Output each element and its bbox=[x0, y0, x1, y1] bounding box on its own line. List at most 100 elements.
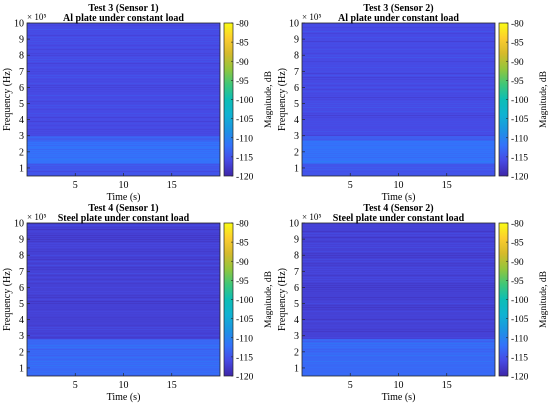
y-tick-label: 3 bbox=[19, 331, 24, 342]
heatmap-texture bbox=[302, 23, 495, 176]
colorbar-tick-label: -100 bbox=[511, 296, 529, 306]
heatmap-band-3 bbox=[27, 135, 220, 141]
colorbar-label: Magnitude, dB bbox=[264, 71, 274, 128]
x-tick-label: 10 bbox=[394, 180, 404, 191]
colorbar-tick-label: -115 bbox=[236, 153, 253, 163]
y-axis-label: Frequency (Hz) bbox=[277, 68, 288, 131]
colorbar-tick-label: -120 bbox=[511, 373, 529, 383]
chart-title-line2: Steel plate under constant load bbox=[333, 213, 465, 224]
y-axis-label: Frequency (Hz) bbox=[277, 268, 288, 331]
y-tick-label: 7 bbox=[19, 67, 24, 78]
y-tick-label: 1 bbox=[19, 363, 24, 374]
y-tick-label: 8 bbox=[19, 51, 24, 62]
colorbar-tick-label: -85 bbox=[511, 39, 524, 49]
x-tick-label: 5 bbox=[73, 380, 78, 391]
y-exponent-label: × 10⁵ bbox=[302, 212, 321, 222]
colorbar-tick-label: -90 bbox=[236, 58, 249, 68]
y-tick-label: 8 bbox=[294, 51, 299, 62]
y-tick-label: 5 bbox=[19, 99, 24, 110]
colorbar-tick-label: -110 bbox=[511, 334, 528, 344]
colorbar-tick-label: -110 bbox=[236, 334, 253, 344]
y-tick-label: 4 bbox=[19, 115, 24, 126]
y-tick-label: 2 bbox=[19, 147, 24, 158]
y-tick-label: 10 bbox=[289, 219, 299, 230]
colorbar-tick-label: -120 bbox=[511, 173, 529, 183]
colorbar-tick-label: -80 bbox=[511, 220, 524, 230]
colorbar-tick-label: -120 bbox=[236, 173, 254, 183]
y-axis-label: Frequency (Hz) bbox=[2, 68, 13, 131]
chart-title-line1: Test 4 (Sensor 1) bbox=[88, 203, 158, 214]
spectrogram-panel-4: 1 2 3 4 5 6 7 8 9 10 5 10 15 × 10⁵ Test 4 (Sensor 2)St… bbox=[277, 203, 549, 403]
y-exponent-label: × 10⁵ bbox=[27, 212, 46, 222]
heatmap-texture bbox=[302, 223, 495, 376]
colorbar-tick-label: -100 bbox=[236, 296, 254, 306]
y-tick-label: 7 bbox=[19, 267, 24, 278]
x-tick-label: 5 bbox=[73, 180, 78, 191]
colorbar-label: Magnitude, dB bbox=[539, 271, 549, 328]
colorbar-tick-label: -115 bbox=[511, 153, 528, 163]
heatmap-texture bbox=[27, 223, 220, 376]
colorbar-tick-label: -80 bbox=[511, 20, 524, 30]
y-tick-label: 5 bbox=[19, 299, 24, 310]
y-tick-label: 8 bbox=[294, 251, 299, 262]
y-exponent-label: × 10⁵ bbox=[27, 12, 46, 22]
colorbar-tick-label: -110 bbox=[236, 134, 253, 144]
spectrogram-panel-2: 1 2 3 4 5 6 7 8 9 10 5 10 15 × 10⁵ Test 3 (Sensor 2)Al… bbox=[277, 3, 549, 203]
colorbar-tick-label: -85 bbox=[236, 239, 249, 249]
y-tick-label: 9 bbox=[19, 235, 24, 246]
y-tick-label: 4 bbox=[294, 315, 299, 326]
y-tick-label: 5 bbox=[294, 299, 299, 310]
y-axis-label: Frequency (Hz) bbox=[2, 268, 13, 331]
colorbar-tick-label: -100 bbox=[236, 96, 254, 106]
y-tick-label: 1 bbox=[294, 163, 299, 174]
colorbar-tick-label: -105 bbox=[236, 315, 254, 325]
y-tick-label: 2 bbox=[19, 347, 24, 358]
y-tick-label: 2 bbox=[294, 147, 299, 158]
y-tick-label: 4 bbox=[294, 115, 299, 126]
colorbar-tick-label: -85 bbox=[511, 239, 524, 249]
y-tick-label: 2 bbox=[294, 347, 299, 358]
colorbar-tick-label: -90 bbox=[511, 58, 524, 68]
colorbar-label: Magnitude, dB bbox=[264, 271, 274, 328]
colorbar-tick-label: -95 bbox=[236, 277, 249, 287]
spectrogram-panel-3: 1 2 3 4 5 6 7 8 9 10 5 10 15 × 10⁵ Test 4 (Sensor 1)St… bbox=[2, 203, 274, 403]
heatmap-band-3 bbox=[302, 135, 495, 141]
x-axis-label: Time (s) bbox=[382, 392, 416, 403]
x-tick-label: 5 bbox=[348, 380, 353, 391]
x-tick-label: 5 bbox=[348, 180, 353, 191]
y-tick-label: 6 bbox=[294, 83, 299, 94]
chart-title-line2: Al plate under constant load bbox=[338, 13, 459, 24]
y-tick-label: 9 bbox=[294, 35, 299, 46]
y-tick-label: 10 bbox=[289, 19, 299, 30]
x-tick-label: 10 bbox=[394, 380, 404, 391]
y-tick-label: 10 bbox=[14, 19, 24, 30]
colorbar-tick-label: -105 bbox=[511, 115, 529, 125]
colorbar-tick-label: -105 bbox=[511, 315, 529, 325]
colorbar-tick-label: -115 bbox=[236, 353, 253, 363]
x-tick-label: 10 bbox=[119, 380, 129, 391]
colorbar-tick-label: -80 bbox=[236, 220, 249, 230]
y-tick-label: 3 bbox=[19, 131, 24, 142]
chart-title-line1: Test 3 (Sensor 2) bbox=[363, 3, 433, 14]
colorbar-tick-label: -120 bbox=[236, 373, 254, 383]
chart-title-line1: Test 3 (Sensor 1) bbox=[88, 3, 158, 14]
colorbar-tick-label: -100 bbox=[511, 96, 529, 106]
colorbar-tick-label: -90 bbox=[236, 258, 249, 268]
y-tick-label: 1 bbox=[294, 363, 299, 374]
chart-title-line2: Al plate under constant load bbox=[63, 13, 184, 24]
colorbar-tick-label: -95 bbox=[511, 77, 524, 87]
y-tick-label: 10 bbox=[14, 219, 24, 230]
x-axis-label: Time (s) bbox=[107, 392, 141, 403]
y-tick-label: 5 bbox=[294, 99, 299, 110]
chart-title-line2: Steel plate under constant load bbox=[58, 213, 190, 224]
y-tick-label: 7 bbox=[294, 67, 299, 78]
y-tick-label: 3 bbox=[294, 131, 299, 142]
y-tick-label: 6 bbox=[294, 283, 299, 294]
colorbar-tick-label: -80 bbox=[236, 20, 249, 30]
x-tick-label: 15 bbox=[167, 380, 177, 391]
x-tick-label: 15 bbox=[167, 180, 177, 191]
colorbar-tick-label: -115 bbox=[511, 353, 528, 363]
x-tick-label: 15 bbox=[442, 180, 452, 191]
y-tick-label: 1 bbox=[19, 163, 24, 174]
